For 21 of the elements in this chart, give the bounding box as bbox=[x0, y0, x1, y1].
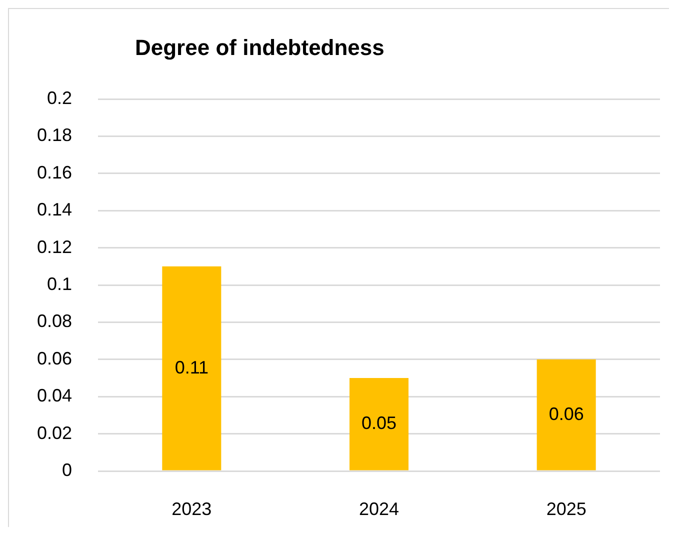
y-tick-label: 0.08 bbox=[36, 311, 72, 332]
bar bbox=[536, 359, 596, 470]
y-tick-label: 0.14 bbox=[36, 200, 72, 220]
data-label: 0.05 bbox=[361, 413, 397, 434]
bar bbox=[162, 266, 222, 470]
y-tick-label: 0.04 bbox=[36, 386, 72, 406]
y-tick-label: 0.1 bbox=[46, 274, 72, 294]
data-label: 0.06 bbox=[548, 404, 584, 424]
y-tick-label: 0.18 bbox=[36, 125, 72, 146]
bar bbox=[349, 378, 409, 470]
data-label: 0.11 bbox=[174, 357, 209, 378]
y-tick-label: 0.16 bbox=[36, 162, 72, 182]
x-tick-label: 2024 bbox=[358, 498, 400, 519]
y-tick-label: 0.12 bbox=[36, 236, 72, 257]
x-tick-label: 2023 bbox=[172, 498, 212, 519]
y-tick-label: 0.06 bbox=[36, 348, 72, 368]
chart-title: Degree of indebtedness bbox=[135, 34, 384, 62]
y-tick-label: 0.02 bbox=[36, 422, 72, 443]
y-tick-label: 0.2 bbox=[46, 88, 72, 108]
y-tick-label: 0 bbox=[62, 460, 72, 480]
x-tick-label: 2025 bbox=[546, 498, 586, 519]
